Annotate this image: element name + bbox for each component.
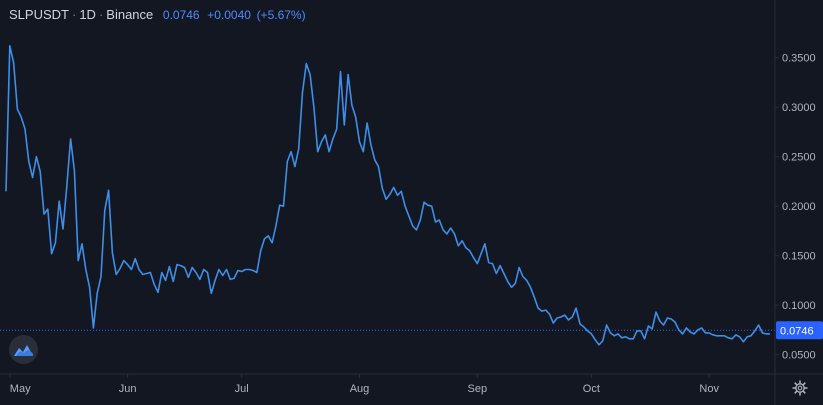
y-tick-label: 0.2000: [782, 201, 816, 213]
x-tick-label: Jul: [235, 383, 249, 395]
gear-icon[interactable]: [792, 380, 808, 396]
x-tick-label: Sep: [468, 383, 488, 395]
y-tick-label: 0.1500: [782, 251, 816, 263]
x-tick-label: May: [10, 383, 31, 395]
last-price-tag: [776, 321, 823, 340]
x-tick-label: Jun: [119, 383, 137, 395]
tradingview-logo-icon[interactable]: [9, 335, 38, 364]
interval-label: 1D: [79, 7, 96, 22]
x-tick-label: Nov: [699, 383, 719, 395]
x-tick-label: Oct: [583, 383, 600, 395]
y-tick-label: 0.3000: [782, 102, 816, 114]
symbol-label: SLPUSDT: [9, 7, 69, 22]
change-percent: (+5.67%): [256, 8, 306, 22]
change-value: +0.0040: [207, 8, 251, 22]
y-tick-label: 0.1000: [782, 300, 816, 312]
y-tick-label: 0.0500: [782, 350, 816, 362]
y-tick-label: 0.3500: [782, 53, 816, 65]
last-price-tag-label: 0.0746: [780, 325, 814, 337]
x-tick-label: Aug: [350, 383, 370, 395]
y-tick-label: 0.2500: [782, 152, 816, 164]
exchange-label: Binance: [106, 7, 154, 22]
price-series-line: [5, 44, 770, 346]
last-price-value: 0.0746: [162, 8, 200, 22]
chart-header: SLPUSDT · 1D · Binance 0.0746 +0.0040 (+5.67…: [9, 7, 306, 22]
